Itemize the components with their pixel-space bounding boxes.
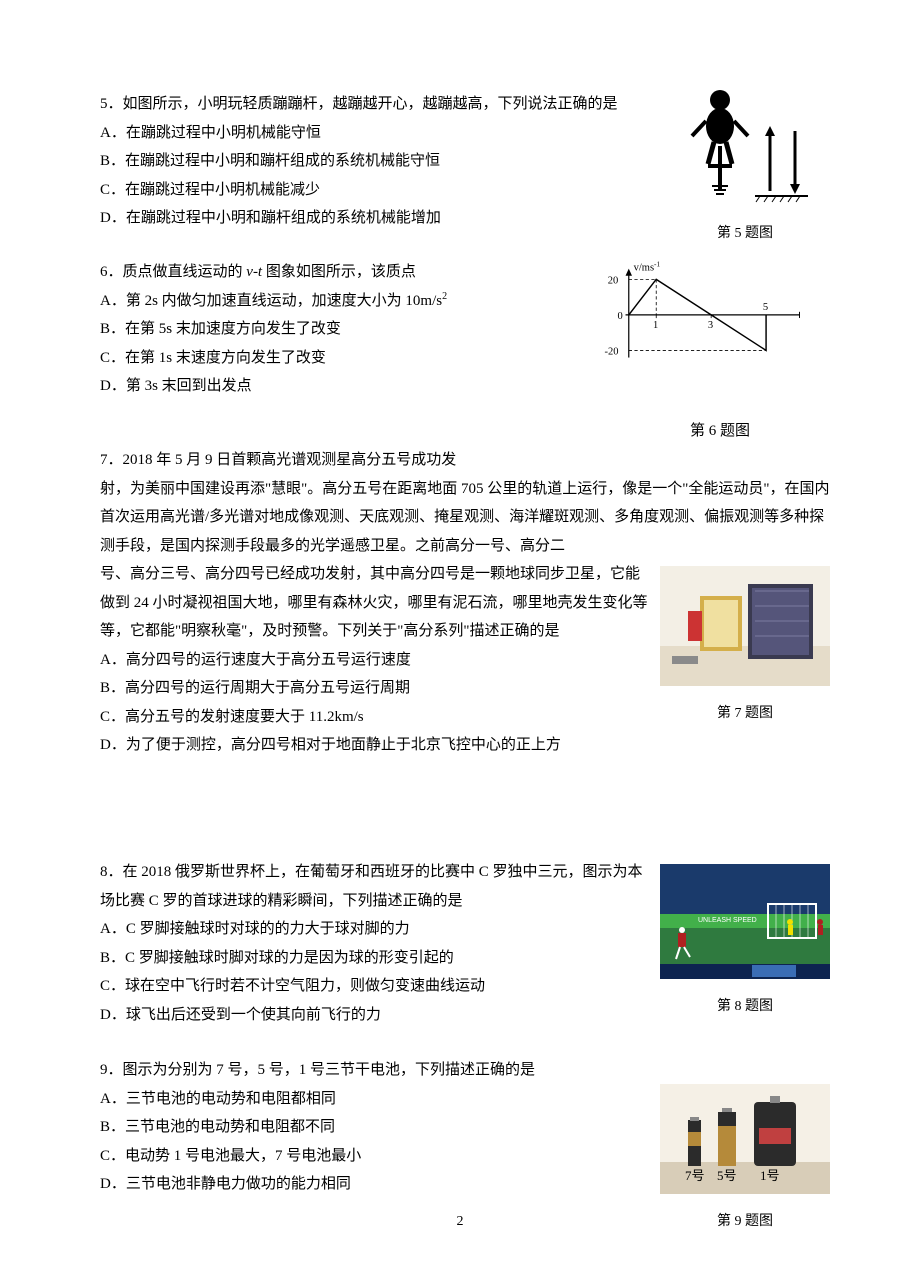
svg-text:1: 1 (653, 320, 658, 331)
pogo-icon (680, 86, 810, 206)
svg-text:v/ms-1: v/ms-1 (634, 260, 661, 273)
q7-figure: 第 7 题图 (660, 566, 830, 727)
q8-num: 8． (100, 864, 123, 880)
soccer-icon: UNLEASH SPEED (660, 864, 830, 979)
q8-opt-c: C．球在空中飞行时若不计空气阻力，则做匀变速曲线运动 (100, 972, 650, 1001)
q5-num: 5． (100, 96, 123, 112)
satellite-icon (660, 566, 830, 686)
q7-opt-d: D．为了便于测控，高分四号相对于地面静止于北京飞控中心的正上方 (100, 731, 830, 760)
svg-text:3: 3 (708, 320, 713, 331)
q5-figure: 第 5 题图 (660, 86, 830, 247)
q9-stem: 9．图示为分别为 7 号，5 号，1 号三节干电池，下列描述正确的是 (100, 1056, 830, 1085)
q9-num: 9． (100, 1062, 123, 1078)
svg-text:-20: -20 (605, 346, 619, 357)
q7-caption: 第 7 题图 (660, 701, 830, 728)
q8-opt-a: A．C 罗脚接触球时对球的的力大于球对脚的力 (100, 915, 650, 944)
svg-text:20: 20 (608, 275, 619, 286)
q7-num: 7． (100, 452, 123, 468)
q7-stem-l1-text: 2018 年 5 月 9 日首颗高光谱观测星高分五号成功发 (123, 452, 457, 468)
svg-text:0: 0 (617, 311, 622, 322)
q6-opt-a-sup: 2 (442, 291, 447, 302)
q6-figure: 020-20135v/ms-1t/s 第 6 题图 (590, 252, 850, 445)
q6-opt-a-text: A．第 2s 内做匀加速直线运动，加速度大小为 10m/s (100, 293, 442, 309)
vt-chart-icon: 020-20135v/ms-1t/s (590, 252, 800, 402)
q8-caption: 第 8 题图 (660, 994, 830, 1021)
label-7: 7号 (685, 1168, 705, 1183)
q6-caption: 第 6 题图 (590, 417, 850, 446)
q8-figure: UNLEASH SPEED 第 8 题图 (660, 864, 830, 1020)
label-5: 5号 (717, 1168, 737, 1183)
q7-opt-c: C．高分五号的发射速度要大于 11.2km/s (100, 703, 650, 732)
q7-stem-l1: 7．2018 年 5 月 9 日首颗高光谱观测星高分五号成功发 (100, 446, 830, 475)
battery-icon: 7号 5号 1号 (660, 1084, 830, 1194)
page-number: 2 (0, 1209, 920, 1236)
q5-caption: 第 5 题图 (660, 221, 830, 248)
question-6: 020-20135v/ms-1t/s 第 6 题图 6．质点做直线运动的 v-t… (100, 258, 830, 428)
q8-opt-b: B．C 罗脚接触球时脚对球的力是因为球的形变引起的 (100, 944, 650, 973)
q7-body: 第 7 题图 号、高分三号、高分四号已经成功发射，其中高分四号是一颗地球同步卫星… (100, 560, 830, 840)
svg-text:5: 5 (763, 302, 768, 313)
q7-stem-rest: 射，为美丽中国建设再添"慧眼"。高分五号在距离地面 705 公里的轨道上运行，像… (100, 481, 830, 554)
question-5: 第 5 题图 5．如图所示，小明玩轻质蹦蹦杆，越蹦越开心，越蹦越高，下列说法正确… (100, 90, 830, 240)
q6-stem-b: 图象如图所示，该质点 (262, 264, 416, 280)
question-9: 7号 5号 1号 第 9 题图 9．图示为分别为 7 号，5 号，1 号三节干电… (100, 1056, 830, 1216)
question-7: 7．2018 年 5 月 9 日首颗高光谱观测星高分五号成功发 射，为美丽中国建… (100, 446, 830, 840)
q5-stem-text: 如图所示，小明玩轻质蹦蹦杆，越蹦越开心，越蹦越高，下列说法正确的是 (123, 96, 618, 112)
q6-stem-a: 质点做直线运动的 (123, 264, 247, 280)
q7-opt-a: A．高分四号的运行速度大于高分五号运行速度 (100, 646, 650, 675)
q6-vt: v-t (246, 264, 262, 280)
q8-stem: 8．在 2018 俄罗斯世界杯上，在葡萄牙和西班牙的比赛中 C 罗独中三元，图示… (100, 858, 650, 915)
q7-opt-b: B．高分四号的运行周期大于高分五号运行周期 (100, 674, 650, 703)
svg-text:UNLEASH SPEED: UNLEASH SPEED (698, 917, 757, 924)
q6-num: 6． (100, 264, 123, 280)
q7-stem-rest2: 号、高分三号、高分四号已经成功发射，其中高分四号是一颗地球同步卫星，它能做到 2… (100, 566, 648, 639)
q8-stem-text: 在 2018 俄罗斯世界杯上，在葡萄牙和西班牙的比赛中 C 罗独中三元，图示为本… (100, 864, 643, 909)
label-1: 1号 (760, 1168, 780, 1183)
q9-stem-text: 图示为分别为 7 号，5 号，1 号三节干电池，下列描述正确的是 (123, 1062, 536, 1078)
question-8: UNLEASH SPEED 第 8 题图 8．在 2018 俄罗斯世界杯上，在葡… (100, 858, 830, 1038)
